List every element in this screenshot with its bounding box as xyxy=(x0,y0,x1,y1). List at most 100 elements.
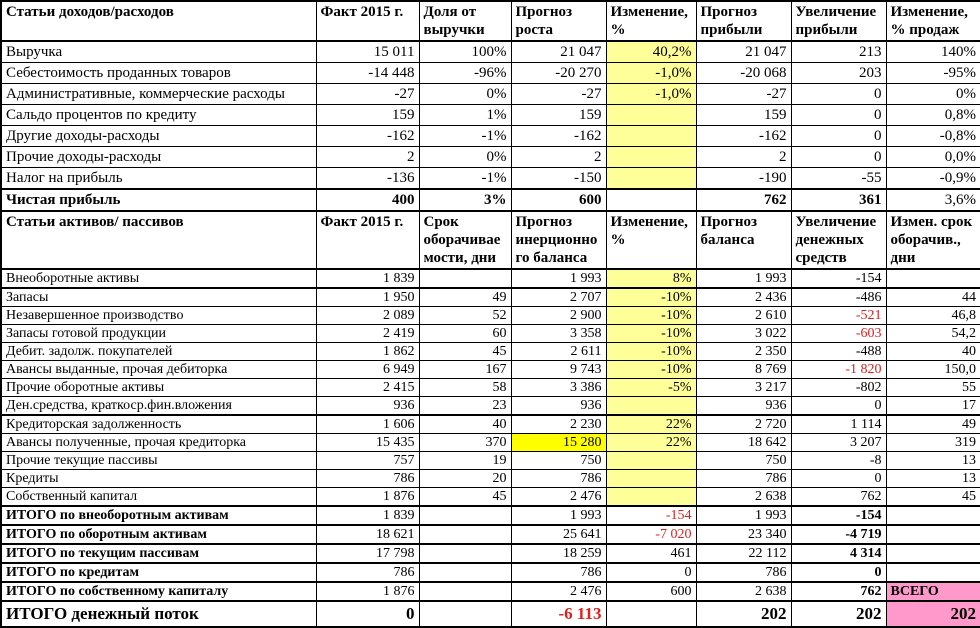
value-cell[interactable]: 786 xyxy=(510,562,607,583)
row-label-cell[interactable]: Другие доходы-расходы xyxy=(0,125,317,147)
value-cell[interactable]: 22% xyxy=(605,414,697,434)
value-cell[interactable]: -1 820 xyxy=(790,360,887,379)
value-cell[interactable] xyxy=(418,600,512,628)
row-label-cell[interactable]: ИТОГО по оборотным активам xyxy=(0,524,317,545)
value-cell[interactable]: -10% xyxy=(605,360,697,379)
value-cell[interactable]: 0 xyxy=(790,146,887,168)
value-cell[interactable] xyxy=(885,562,980,583)
value-cell[interactable]: -802 xyxy=(790,378,887,397)
assets-liabilities-column-header[interactable]: Прогноз инерционного баланса xyxy=(510,210,607,270)
value-cell[interactable] xyxy=(418,268,512,289)
value-cell[interactable]: 2 476 xyxy=(510,581,607,602)
value-cell[interactable]: 1 993 xyxy=(695,505,792,526)
row-label-cell[interactable]: Выручка xyxy=(0,40,317,63)
value-cell[interactable]: 167 xyxy=(418,360,512,379)
value-cell[interactable]: 0% xyxy=(885,83,980,105)
value-cell[interactable]: 762 xyxy=(695,188,792,212)
row-label-cell[interactable]: Запасы готовой продукции xyxy=(0,324,317,343)
value-cell[interactable]: -190 xyxy=(695,167,792,190)
value-cell[interactable]: 6 949 xyxy=(315,360,420,379)
value-cell[interactable]: 2 611 xyxy=(510,342,607,361)
value-cell[interactable]: 21 047 xyxy=(510,40,607,63)
value-cell[interactable]: 213 xyxy=(790,40,887,63)
value-cell[interactable] xyxy=(605,104,697,126)
row-label-cell[interactable]: ИТОГО по кредитам xyxy=(0,562,317,583)
value-cell[interactable]: 936 xyxy=(695,396,792,416)
value-cell[interactable]: 3 207 xyxy=(790,433,887,452)
row-label-cell[interactable]: Прочие оборотные активы xyxy=(0,378,317,397)
value-cell[interactable]: 786 xyxy=(315,469,420,488)
value-cell[interactable]: -95% xyxy=(885,62,980,84)
value-cell[interactable]: 23 xyxy=(418,396,512,416)
row-label-cell[interactable]: ИТОГО по внеоборотным активам xyxy=(0,505,317,526)
value-cell[interactable]: 8% xyxy=(605,268,697,289)
value-cell[interactable]: 786 xyxy=(510,469,607,488)
row-label-cell[interactable]: ИТОГО по текущим пассивам xyxy=(0,543,317,564)
value-cell[interactable]: -4 719 xyxy=(790,524,887,545)
value-cell[interactable]: 1% xyxy=(418,104,512,126)
row-label-cell[interactable]: Прочие текущие пассивы xyxy=(0,451,317,470)
row-label-cell[interactable]: Прочие доходы-расходы xyxy=(0,146,317,168)
value-cell[interactable]: 23 340 xyxy=(695,524,792,545)
income-expense-column-header[interactable]: Факт 2015 г. xyxy=(315,0,420,42)
value-cell[interactable] xyxy=(605,451,697,470)
value-cell[interactable]: 2 xyxy=(315,146,420,168)
value-cell[interactable]: 319 xyxy=(885,433,980,452)
value-cell[interactable]: 18 621 xyxy=(315,524,420,545)
value-cell[interactable]: 1 114 xyxy=(790,414,887,434)
value-cell[interactable]: 600 xyxy=(605,581,697,602)
value-cell[interactable] xyxy=(418,524,512,545)
value-cell[interactable] xyxy=(418,543,512,564)
value-cell[interactable]: 750 xyxy=(510,451,607,470)
row-label-cell[interactable]: Авансы полученные, прочая кредиторка xyxy=(0,433,317,452)
value-cell[interactable]: 49 xyxy=(885,414,980,434)
value-cell[interactable]: 0 xyxy=(790,125,887,147)
row-label-cell[interactable]: Сальдо процентов по кредиту xyxy=(0,104,317,126)
value-cell[interactable]: 45 xyxy=(418,342,512,361)
value-cell[interactable]: 2 089 xyxy=(315,306,420,325)
value-cell[interactable]: -521 xyxy=(790,306,887,325)
value-cell[interactable]: -488 xyxy=(790,342,887,361)
value-cell[interactable]: 202 xyxy=(695,600,792,628)
value-cell[interactable]: 13 xyxy=(885,451,980,470)
value-cell[interactable]: 40 xyxy=(885,342,980,361)
value-cell[interactable]: 203 xyxy=(790,62,887,84)
value-cell[interactable]: 17 798 xyxy=(315,543,420,564)
value-cell[interactable]: -136 xyxy=(315,167,420,190)
value-cell[interactable]: 15 280 xyxy=(510,433,607,452)
value-cell[interactable]: -27 xyxy=(315,83,420,105)
value-cell[interactable]: 2 419 xyxy=(315,324,420,343)
value-cell[interactable]: -14 448 xyxy=(315,62,420,84)
value-cell[interactable]: 55 xyxy=(885,378,980,397)
value-cell[interactable]: 25 641 xyxy=(510,524,607,545)
value-cell[interactable]: -96% xyxy=(418,62,512,84)
assets-liabilities-column-header[interactable]: Прогноз баланса xyxy=(695,210,792,270)
income-expense-column-header[interactable]: Изменение, % xyxy=(605,0,697,42)
value-cell[interactable]: 18 642 xyxy=(695,433,792,452)
value-cell[interactable]: 21 047 xyxy=(695,40,792,63)
assets-liabilities-column-header[interactable]: Статьи активов/ пассивов xyxy=(0,210,317,270)
value-cell[interactable]: -10% xyxy=(605,306,697,325)
value-cell[interactable]: -154 xyxy=(790,268,887,289)
value-cell[interactable]: 400 xyxy=(315,188,420,212)
value-cell[interactable]: 1 993 xyxy=(510,268,607,289)
value-cell[interactable]: 19 xyxy=(418,451,512,470)
value-cell[interactable]: 2 638 xyxy=(695,581,792,602)
row-label-cell[interactable]: Кредиторская задолженность xyxy=(0,414,317,434)
row-label-cell[interactable]: Собственный капитал xyxy=(0,487,317,507)
value-cell[interactable]: 46,8 xyxy=(885,306,980,325)
value-cell[interactable] xyxy=(605,125,697,147)
assets-liabilities-column-header[interactable]: Изменение, % xyxy=(605,210,697,270)
row-label-cell[interactable]: Административные, коммерческие расходы xyxy=(0,83,317,105)
value-cell[interactable]: -603 xyxy=(790,324,887,343)
value-cell[interactable]: 0 xyxy=(790,469,887,488)
value-cell[interactable]: 17 xyxy=(885,396,980,416)
value-cell[interactable]: 159 xyxy=(695,104,792,126)
value-cell[interactable]: 2 720 xyxy=(695,414,792,434)
value-cell[interactable]: -1% xyxy=(418,125,512,147)
value-cell[interactable]: 1 839 xyxy=(315,268,420,289)
value-cell[interactable]: 0% xyxy=(418,83,512,105)
value-cell[interactable]: 3 358 xyxy=(510,324,607,343)
value-cell[interactable]: 100% xyxy=(418,40,512,63)
value-cell[interactable]: -154 xyxy=(790,505,887,526)
